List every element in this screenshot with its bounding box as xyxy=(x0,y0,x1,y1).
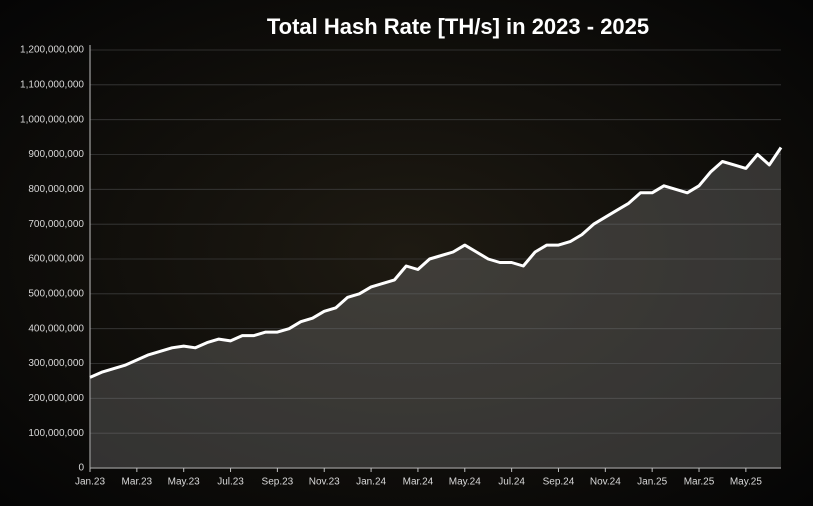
x-tick-label: Jan.24 xyxy=(356,477,386,488)
line xyxy=(89,146,783,379)
y-tick-label: 900,000,000 xyxy=(28,149,84,160)
x-tick-label: Mar.25 xyxy=(684,477,715,488)
x-tick-label: May.25 xyxy=(730,477,762,488)
x-tick-label: Nov.23 xyxy=(309,477,340,488)
y-tick-label: 100,000,000 xyxy=(28,428,84,439)
y-tick-label: 200,000,000 xyxy=(28,393,84,404)
y-tick-label: 1,000,000,000 xyxy=(20,114,84,125)
x-tick-label: Nov.24 xyxy=(590,477,621,488)
x-tick-label: Mar.24 xyxy=(403,477,434,488)
y-tick-label: 700,000,000 xyxy=(28,219,84,230)
x-tick-label: Sep.24 xyxy=(543,477,575,488)
y-tick-label: 600,000,000 xyxy=(28,254,84,265)
x-tick-label: Sep.23 xyxy=(262,477,294,488)
y-tick-label: 300,000,000 xyxy=(28,358,84,369)
y-tick-label: 0 xyxy=(78,463,84,474)
y-tick-label: 1,100,000,000 xyxy=(20,79,84,90)
y-tick-label: 400,000,000 xyxy=(28,323,84,334)
x-tick-label: Jul.24 xyxy=(498,477,525,488)
x-tick-label: May.24 xyxy=(449,477,481,488)
y-tick-label: 1,200,000,000 xyxy=(20,45,84,56)
y-tick-label: 800,000,000 xyxy=(28,184,84,195)
x-tick-label: Mar.23 xyxy=(122,477,153,488)
x-tick-label: Jan.23 xyxy=(75,477,105,488)
x-tick-label: Jan.25 xyxy=(637,477,667,488)
area xyxy=(90,147,781,468)
x-tick-label: Jul.23 xyxy=(217,477,244,488)
chart-title: Total Hash Rate [TH/s] in 2023 - 2025 xyxy=(267,14,649,39)
x-tick-label: May.23 xyxy=(168,477,200,488)
y-tick-label: 500,000,000 xyxy=(28,288,84,299)
